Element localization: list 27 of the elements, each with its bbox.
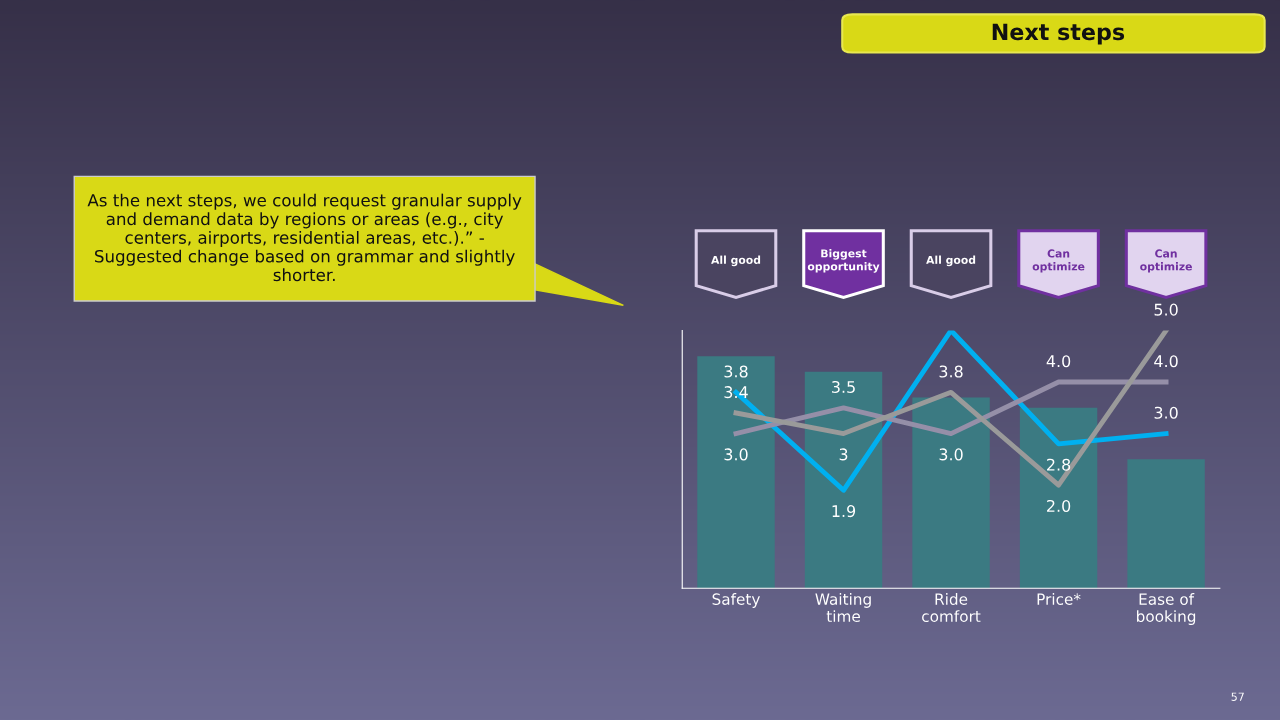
data-label: 1.9: [832, 505, 856, 518]
data-label: 4.0: [1154, 355, 1178, 368]
text: Biggest opportunity: [807, 249, 880, 273]
data-label: 5.0: [1154, 303, 1178, 316]
x-tick-label: Ease of booking: [1137, 593, 1196, 625]
data-label: 4.0: [1046, 355, 1071, 368]
data-label: 3.0: [724, 448, 748, 461]
data-label: 2.8: [1047, 458, 1071, 471]
data-label: 3.5: [832, 380, 855, 393]
x-tick-label: Waiting time: [815, 593, 871, 623]
x-tick-label: Ride comfort: [922, 593, 981, 623]
x-tick-label: Safety: [712, 593, 760, 608]
text: All good: [926, 255, 976, 267]
text: As the next steps, we could request granular supply and demand data by regions or areas (e.g., city centers, airports, residential areas, etc.).” - Suggested change based on grammar and slightly shorter.: [87, 193, 522, 282]
data-label: 3: [839, 448, 848, 461]
x-tick-label: Price*: [1037, 593, 1081, 605]
data-label: 3.4: [724, 386, 748, 399]
text: All good: [711, 255, 761, 267]
data-label: 3.8: [724, 365, 748, 378]
data-label: 3.0: [939, 448, 963, 461]
text: Can optimize: [1032, 249, 1085, 273]
text: Can optimize: [1140, 249, 1192, 273]
data-label: 3.8: [939, 365, 963, 378]
text: Next steps: [992, 23, 1125, 45]
data-label: 3.0: [1154, 406, 1178, 419]
text: 57: [1231, 692, 1244, 701]
data-label: 2.0: [1047, 499, 1071, 512]
